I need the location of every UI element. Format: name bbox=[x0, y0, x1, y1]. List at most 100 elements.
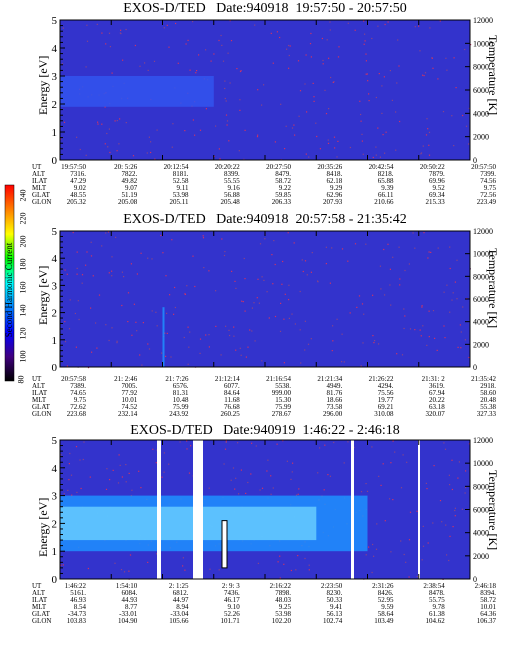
noise-pixel bbox=[341, 248, 344, 250]
noise-pixel bbox=[133, 303, 135, 305]
noise-pixel bbox=[404, 315, 406, 317]
noise-pixel bbox=[295, 569, 297, 571]
noise-pixel bbox=[60, 454, 62, 456]
noise-pixel bbox=[208, 270, 210, 272]
noise-pixel bbox=[199, 129, 202, 131]
noise-pixel bbox=[436, 349, 438, 351]
ephemeris-cell: 62.18 bbox=[326, 177, 343, 185]
noise-pixel bbox=[175, 22, 177, 25]
noise-pixel bbox=[375, 146, 377, 148]
y-tick-label: 5 bbox=[52, 435, 58, 447]
noise-pixel bbox=[338, 46, 340, 48]
noise-pixel bbox=[63, 493, 65, 495]
noise-pixel bbox=[327, 139, 329, 141]
noise-pixel bbox=[331, 247, 333, 249]
noise-pixel bbox=[66, 273, 68, 275]
noise-pixel bbox=[376, 523, 378, 525]
y-tick-label: 2 bbox=[52, 99, 58, 111]
noise-pixel bbox=[264, 238, 266, 240]
noise-pixel bbox=[152, 448, 154, 450]
noise-pixel bbox=[242, 301, 244, 303]
noise-pixel bbox=[213, 155, 215, 157]
noise-pixel bbox=[274, 315, 277, 318]
ephemeris-row-label: ILAT bbox=[32, 389, 48, 397]
noise-pixel bbox=[81, 274, 84, 276]
noise-pixel bbox=[66, 365, 68, 367]
noise-pixel bbox=[387, 21, 389, 23]
noise-pixel bbox=[125, 464, 127, 466]
noise-pixel bbox=[199, 338, 202, 340]
noise-pixel bbox=[461, 508, 463, 510]
noise-pixel bbox=[431, 57, 433, 59]
ephemeris-cell: 9.25 bbox=[278, 603, 291, 611]
noise-pixel bbox=[98, 294, 101, 296]
ephemeris-cell: 296.00 bbox=[323, 410, 343, 418]
y2-tick-label: 6000 bbox=[473, 506, 489, 515]
noise-pixel bbox=[360, 120, 362, 122]
noise-pixel bbox=[169, 294, 171, 296]
noise-pixel bbox=[362, 153, 364, 155]
ephemeris-cell: 1:46:22 bbox=[64, 582, 86, 590]
noise-pixel bbox=[215, 290, 217, 292]
noise-pixel bbox=[409, 328, 412, 330]
noise-pixel bbox=[451, 488, 453, 491]
noise-pixel bbox=[421, 305, 423, 307]
noise-pixel bbox=[125, 28, 127, 31]
noise-pixel bbox=[173, 313, 175, 315]
noise-pixel bbox=[160, 234, 162, 237]
noise-pixel bbox=[249, 329, 251, 331]
noise-pixel bbox=[392, 256, 394, 258]
noise-pixel bbox=[283, 362, 285, 364]
noise-pixel bbox=[141, 364, 143, 366]
noise-pixel bbox=[120, 29, 122, 31]
ephemeris-cell: 67.94 bbox=[429, 389, 445, 397]
noise-pixel bbox=[286, 460, 288, 462]
noise-pixel bbox=[155, 462, 157, 464]
noise-pixel bbox=[105, 324, 107, 326]
noise-pixel bbox=[229, 334, 231, 337]
ephemeris-row: UT 1:46:22 1:54:10 2: 1:25 2: 9: 3 2:16:22 2:2… bbox=[32, 583, 496, 590]
noise-pixel bbox=[395, 149, 397, 151]
data-gap-0 bbox=[157, 440, 161, 579]
noise-pixel bbox=[116, 340, 118, 342]
ephemeris-cell: 9.10 bbox=[227, 603, 240, 611]
noise-pixel bbox=[403, 308, 405, 310]
ephemeris-cell: 46.93 bbox=[70, 596, 86, 604]
ephemeris-cell: 20.48 bbox=[480, 396, 496, 404]
ephemeris-cell: 69.21 bbox=[377, 403, 394, 411]
noise-pixel bbox=[255, 445, 257, 447]
noise-pixel bbox=[319, 148, 321, 150]
ephemeris-cell: 58.72 bbox=[275, 177, 291, 185]
ephemeris-cell: 75.56 bbox=[377, 389, 394, 397]
noise-pixel bbox=[365, 243, 367, 245]
ephemeris-cell: 9.78 bbox=[432, 603, 445, 611]
ephemeris-cell: 46.17 bbox=[224, 596, 240, 604]
noise-pixel bbox=[161, 352, 163, 354]
ephemeris-cell: 74.52 bbox=[121, 403, 138, 411]
noise-pixel bbox=[184, 130, 186, 132]
noise-pixel bbox=[380, 288, 382, 290]
noise-pixel bbox=[236, 68, 238, 70]
noise-pixel bbox=[468, 107, 470, 109]
noise-pixel bbox=[164, 332, 166, 334]
y2-tick-label: 6000 bbox=[473, 295, 489, 304]
noise-pixel bbox=[319, 447, 321, 449]
ephemeris-cell: 5161. bbox=[70, 589, 86, 597]
ephemeris-cell: 205.11 bbox=[169, 198, 189, 206]
ephemeris-cell: 20:35:26 bbox=[317, 163, 343, 171]
noise-pixel bbox=[381, 85, 383, 87]
ephemeris-cell: 9.22 bbox=[278, 184, 291, 192]
noise-pixel bbox=[404, 269, 406, 272]
noise-pixel bbox=[121, 271, 123, 273]
noise-pixel bbox=[462, 114, 464, 117]
white-bar-mark bbox=[221, 520, 228, 569]
noise-pixel bbox=[306, 111, 308, 113]
noise-pixel bbox=[139, 65, 141, 67]
noise-pixel bbox=[427, 128, 429, 130]
noise-pixel bbox=[423, 232, 425, 234]
noise-pixel bbox=[244, 278, 246, 280]
noise-pixel bbox=[383, 248, 385, 251]
y-tick-label: 2 bbox=[52, 308, 58, 320]
ephemeris-cell: 21:21:34 bbox=[317, 375, 343, 383]
noise-pixel bbox=[313, 100, 315, 102]
